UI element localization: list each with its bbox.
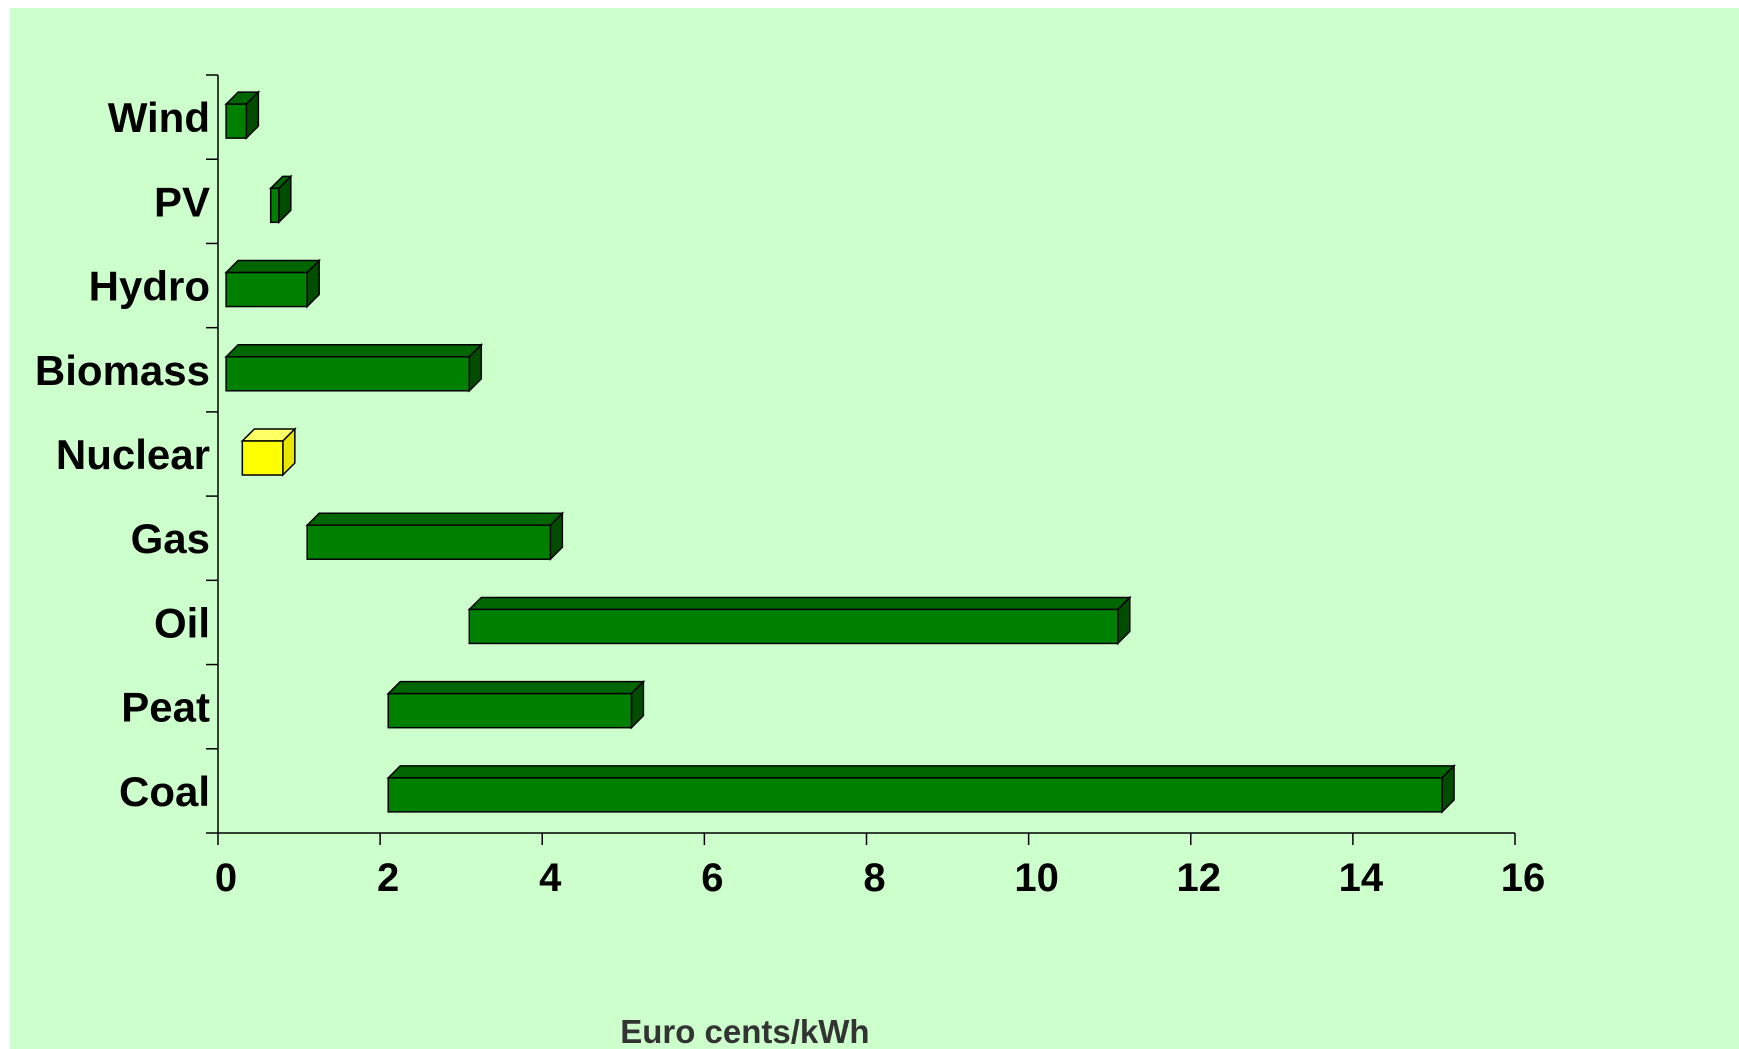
- bar-top-face: [224, 259, 321, 274]
- category-label: Peat: [121, 684, 210, 731]
- x-tick-label: 0: [215, 856, 237, 900]
- bar-biomass: [224, 342, 484, 393]
- bar-top-face: [386, 680, 646, 695]
- x-tick-label: 10: [1014, 856, 1059, 900]
- x-tick-labels: 0 2 4 6 8 10 12 14 16: [215, 856, 1545, 900]
- bar-front-face: [269, 187, 280, 224]
- x-tick-label: 2: [377, 856, 399, 900]
- bar-front-face: [306, 524, 552, 560]
- bar-front-face: [225, 356, 471, 392]
- bar-front-face: [241, 440, 284, 476]
- bar-front-face: [387, 692, 633, 729]
- bar-top-face: [224, 344, 484, 358]
- bar-oil: [467, 595, 1132, 646]
- x-tick-label: 8: [863, 856, 885, 900]
- category-label: Wind: [108, 94, 210, 141]
- bar-top-face: [386, 765, 1456, 779]
- chart-panel: Wind PV Hydro Biomass Nuclear Gas Oil Peat Coal …: [10, 8, 1739, 1049]
- category-label: Oil: [154, 599, 210, 646]
- category-labels: Wind PV Hydro Biomass Nuclear Gas Oil Peat Coal: [35, 94, 210, 815]
- x-tick-label: 4: [539, 856, 562, 900]
- bar-front-face: [468, 608, 1119, 645]
- range-bar-chart: WindPVHydroBiomassNuclearGasOilPeatCoal …: [35, 74, 1545, 1049]
- x-axis-title: Euro cents/kWh: [620, 1013, 869, 1049]
- bar-nuclear: [240, 427, 297, 477]
- axes: [206, 74, 1516, 845]
- bar-front-face: [387, 777, 1443, 813]
- bar-wind: [224, 90, 261, 140]
- bar-coal: [386, 764, 1456, 814]
- category-label: Nuclear: [56, 431, 210, 478]
- bar-hydro: [224, 258, 321, 309]
- category-label: Hydro: [89, 263, 210, 310]
- x-tick-label: 14: [1339, 856, 1384, 900]
- category-label: Coal: [119, 768, 210, 815]
- bar-gas: [305, 511, 565, 562]
- x-tick-label: 6: [701, 856, 723, 900]
- bar-front-face: [225, 103, 248, 139]
- category-label: PV: [154, 178, 210, 225]
- bar-top-face: [305, 512, 565, 526]
- x-tick-label: 16: [1501, 856, 1546, 900]
- bar-peat: [386, 679, 646, 730]
- bars: [224, 90, 1456, 814]
- category-label: Biomass: [35, 347, 210, 394]
- bar-top-face: [467, 596, 1132, 611]
- bar-pv: [268, 174, 293, 225]
- category-label: Gas: [131, 515, 210, 562]
- bar-front-face: [225, 271, 308, 308]
- x-tick-label: 12: [1177, 856, 1222, 900]
